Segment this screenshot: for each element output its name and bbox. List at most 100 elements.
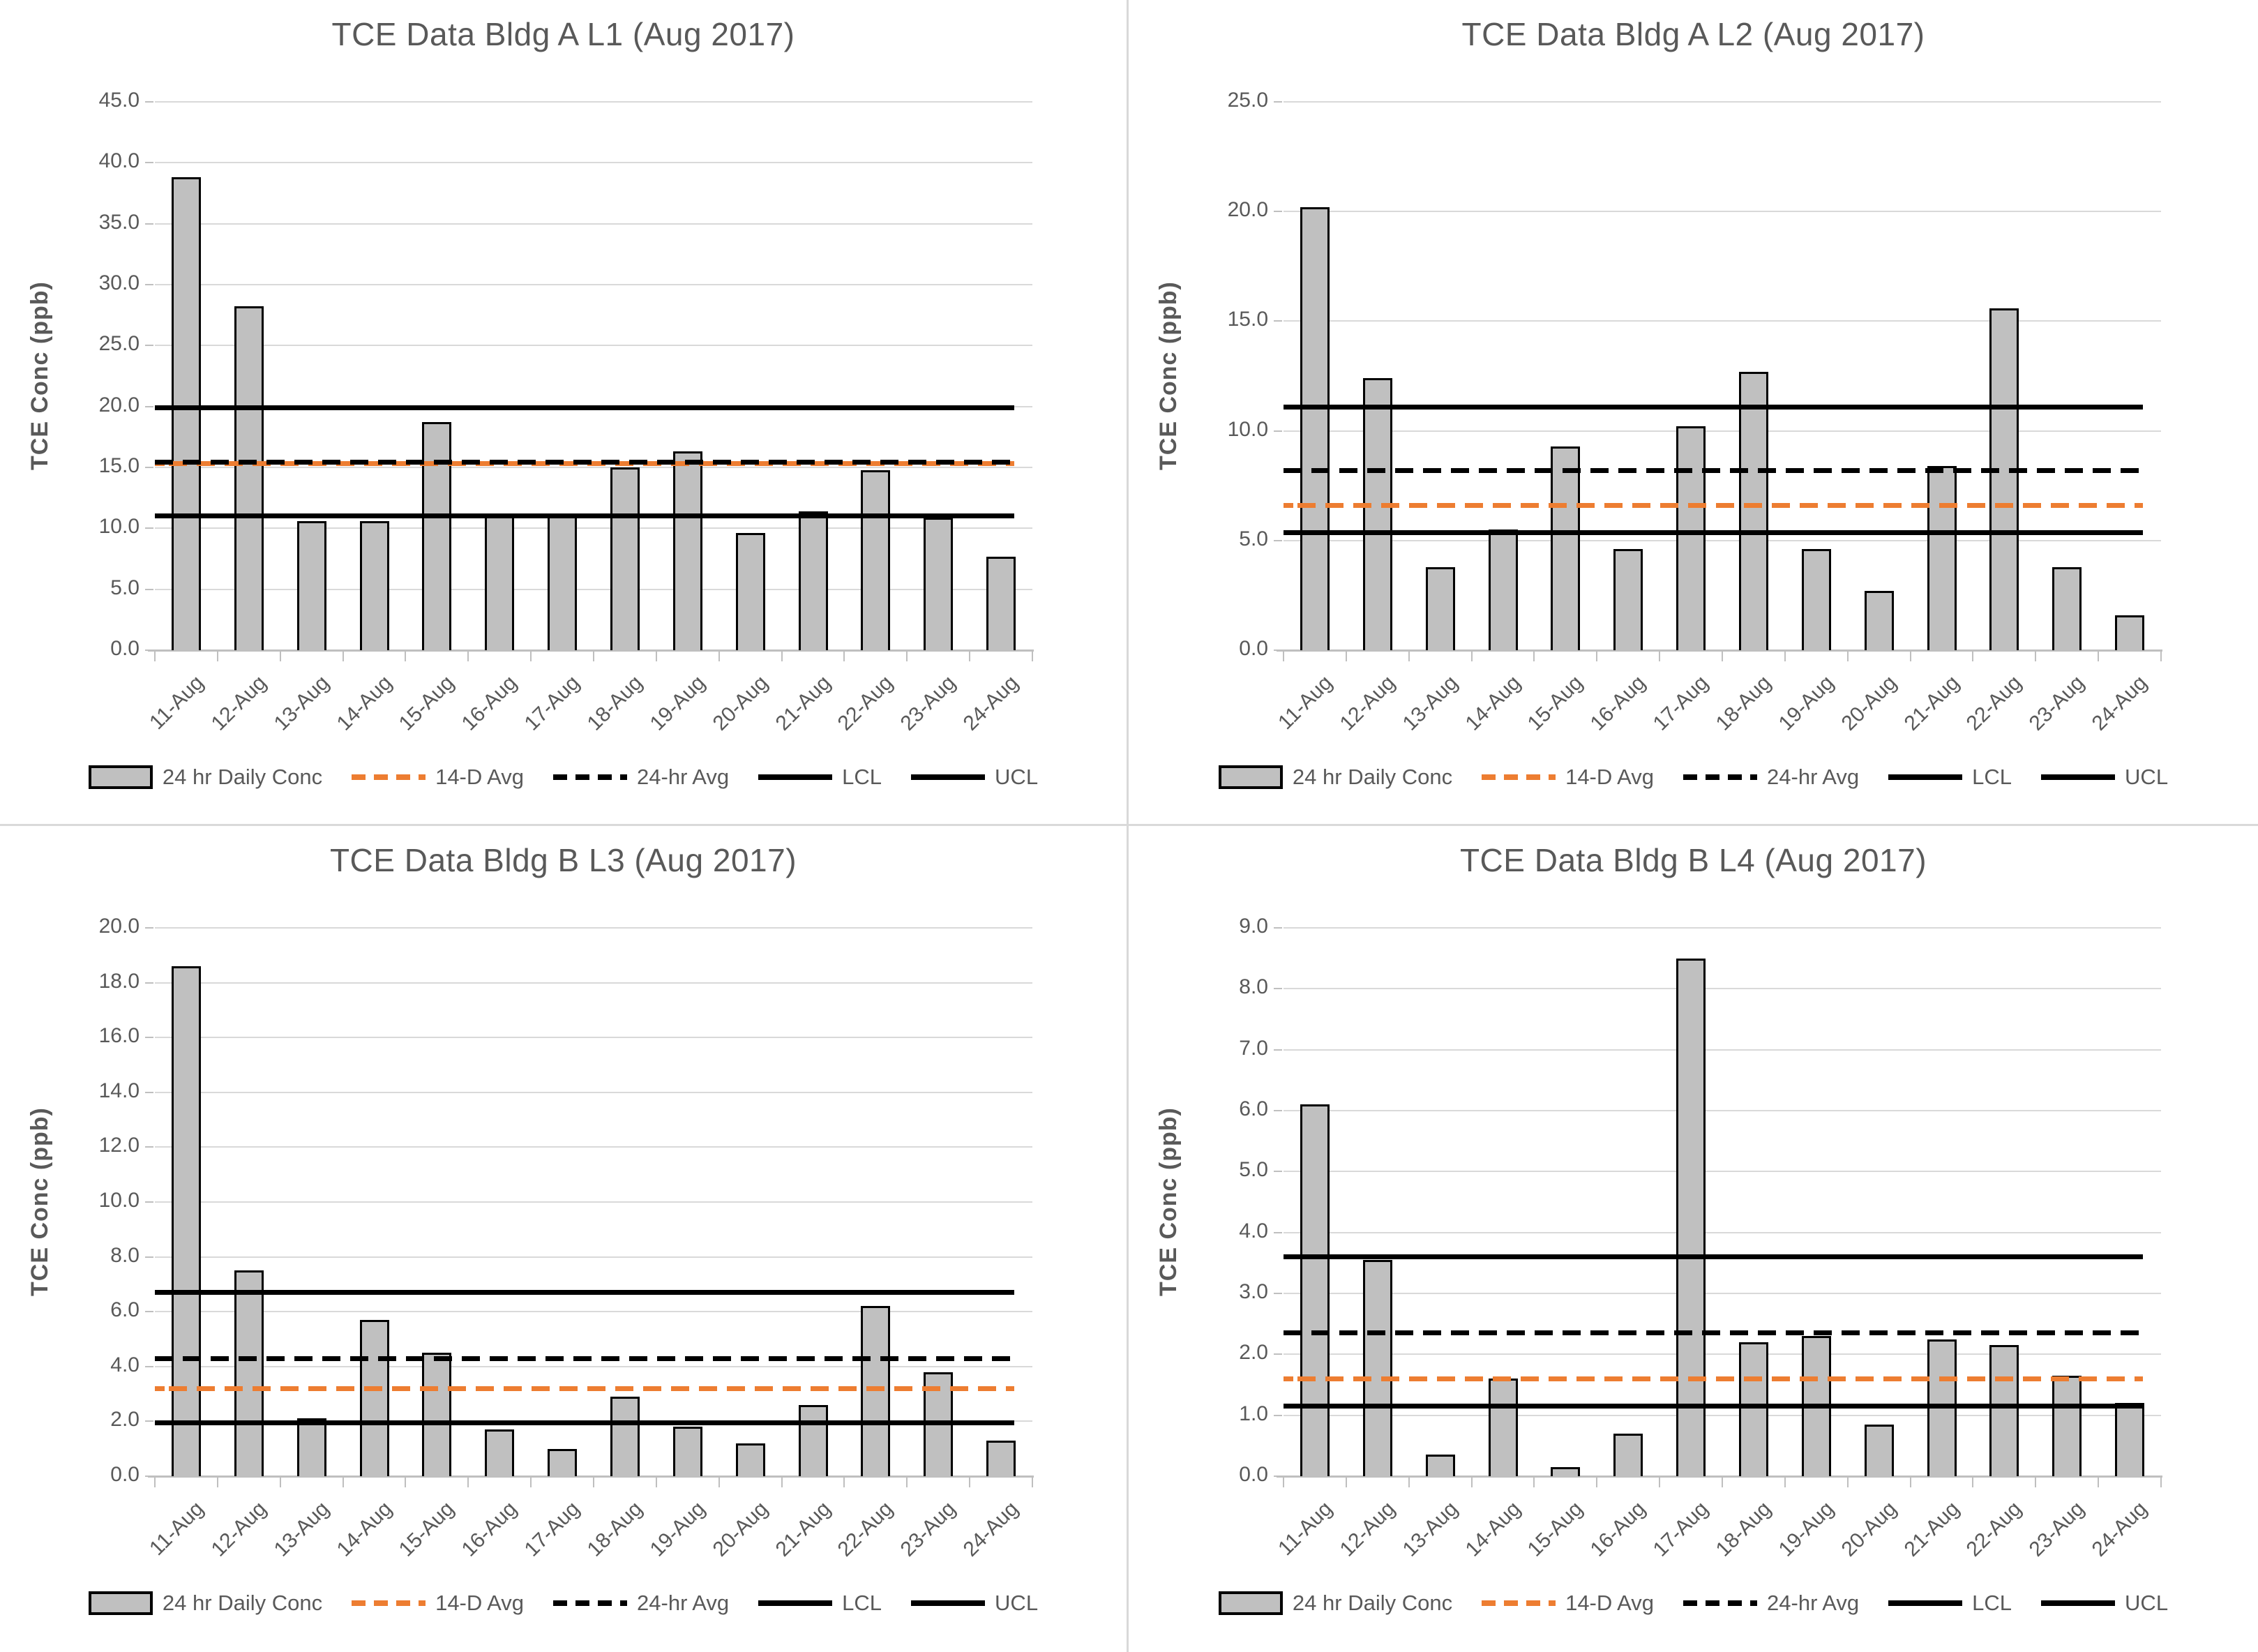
x-tick-mark [342, 1478, 344, 1487]
x-tick-mark [1972, 652, 1974, 661]
gridline [155, 588, 1032, 590]
legend-dashed-line-icon [1683, 1600, 1758, 1606]
chart-title: TCE Data Bldg A L2 (Aug 2017) [1461, 16, 1925, 52]
legend-label: 14-D Avg [1565, 765, 1655, 789]
ref-line-14-d-avg [1284, 502, 2143, 508]
gridline [155, 1146, 1032, 1148]
ref-line-14-d-avg [1284, 1376, 2143, 1381]
bar-15-Aug [1551, 1466, 1581, 1476]
x-tick-mark [1784, 652, 1786, 661]
bar-14-Aug [1488, 530, 1518, 650]
legend-item-24-hr-avg: 24-hr Avg [1683, 765, 1859, 790]
y-tick-label: 0.0 [1239, 1463, 1268, 1486]
legend-label: 24-hr Avg [1767, 1591, 1860, 1615]
ref-line-ucl [1284, 1254, 2143, 1260]
y-tick-label: 40.0 [98, 149, 140, 173]
x-tick-mark [843, 652, 845, 661]
bar-11-Aug [1300, 206, 1330, 650]
legend-item-14-d-avg: 14-D Avg [352, 1591, 524, 1616]
legend-item-24-hr-daily-conc: 24 hr Daily Conc [1218, 1591, 1452, 1616]
x-tick-mark [969, 652, 971, 661]
ref-line-24-hr-avg [1284, 1330, 2143, 1336]
bar-19-Aug [672, 451, 702, 650]
legend-dashed-line-icon [1482, 1600, 1556, 1606]
x-tick-mark [530, 1478, 532, 1487]
chart-legend: 24 hr Daily Conc 14-D Avg 24-hr Avg LCL UCL [0, 765, 1127, 790]
legend-dashed-line-icon [1683, 774, 1758, 780]
bar-22-Aug [1989, 1345, 2019, 1476]
x-tick-mark [1596, 652, 1598, 661]
bar-18-Aug [1738, 1342, 1768, 1476]
legend-label: 14-D Avg [1565, 1591, 1655, 1615]
x-axis-line [148, 1475, 1034, 1478]
x-tick-mark [530, 652, 532, 661]
y-tick-mark [1274, 649, 1282, 651]
x-tick-mark [843, 1478, 845, 1487]
y-tick-mark [145, 588, 153, 590]
ref-line-14-d-avg [155, 1386, 1014, 1391]
legend-item-ucl: UCL [2041, 1591, 2168, 1616]
bar-17-Aug [1676, 426, 1706, 650]
ref-line-lcl [155, 1420, 1014, 1425]
bar-13-Aug [1425, 566, 1455, 650]
y-tick-mark [1274, 1110, 1282, 1111]
legend-label: UCL [995, 1591, 1039, 1615]
plot-area: 0.0 5.0 10.0 15.0 20.0 25.0 11-Aug 12-Aug 13-Aug… [1228, 89, 2162, 735]
y-tick-mark [1274, 539, 1282, 541]
legend-item-ucl: UCL [911, 1591, 1038, 1616]
legend-bar-swatch-icon [1218, 765, 1283, 789]
legend-solid-line-icon [1888, 774, 1963, 780]
legend-dashed-line-icon [553, 1600, 628, 1606]
x-tick-mark [1408, 652, 1410, 661]
bar-20-Aug [1864, 591, 1894, 650]
legend-item-24-hr-daily-conc: 24 hr Daily Conc [88, 1591, 322, 1616]
bar-22-Aug [861, 1306, 891, 1476]
y-tick-mark [145, 345, 153, 347]
legend-solid-line-icon [758, 1600, 833, 1606]
y-tick-label: 0.0 [1239, 637, 1268, 660]
x-axis-line [148, 649, 1034, 652]
bar-18-Aug [1738, 371, 1768, 650]
gridline [155, 982, 1032, 984]
legend-bar-swatch-icon [88, 765, 153, 789]
legend-label: LCL [1972, 1591, 2012, 1615]
x-tick-mark [405, 652, 407, 661]
legend-dashed-line-icon [352, 1600, 426, 1606]
x-tick-mark [1283, 652, 1284, 661]
bar-16-Aug [1613, 1433, 1643, 1476]
y-tick-label: 10.0 [1227, 417, 1268, 441]
plot-area: 0.0 2.0 4.0 6.0 8.0 10.0 12.0 14.0 16.0 18.0 20.0 1… [99, 915, 1034, 1561]
gridline [1284, 1353, 2161, 1356]
ref-line-lcl [155, 513, 1014, 519]
bar-21-Aug [798, 1404, 828, 1476]
gridline [155, 1201, 1032, 1203]
y-tick-mark [1274, 988, 1282, 990]
x-tick-mark [467, 1478, 469, 1487]
bar-20-Aug [735, 533, 765, 650]
legend-label: 24-hr Avg [1767, 765, 1860, 789]
bar-11-Aug [1300, 1104, 1330, 1476]
x-tick-mark [2035, 652, 2037, 661]
legend-label: 24 hr Daily Conc [1292, 765, 1453, 789]
bar-20-Aug [735, 1443, 765, 1476]
bar-14-Aug [1488, 1379, 1518, 1476]
y-tick-label: 16.0 [98, 1024, 140, 1048]
gridline [155, 162, 1032, 164]
y-tick-mark [145, 649, 153, 651]
y-tick-label: 45.0 [98, 89, 140, 112]
legend-item-ucl: UCL [911, 765, 1038, 790]
x-tick-mark [781, 1478, 783, 1487]
y-tick-label: 20.0 [1227, 198, 1268, 222]
bar-15-Aug [422, 1353, 452, 1476]
bar-15-Aug [1551, 446, 1581, 650]
bar-19-Aug [672, 1427, 702, 1476]
legend-item-24-hr-avg: 24-hr Avg [553, 1591, 729, 1616]
x-tick-mark [906, 652, 908, 661]
ref-line-24-hr-avg [1284, 467, 2143, 473]
gridline [155, 1311, 1032, 1313]
x-tick-mark [1533, 1478, 1535, 1487]
legend-item-24-hr-daily-conc: 24 hr Daily Conc [88, 765, 322, 790]
y-tick-mark [145, 1146, 153, 1148]
bar-21-Aug [1927, 465, 1957, 650]
